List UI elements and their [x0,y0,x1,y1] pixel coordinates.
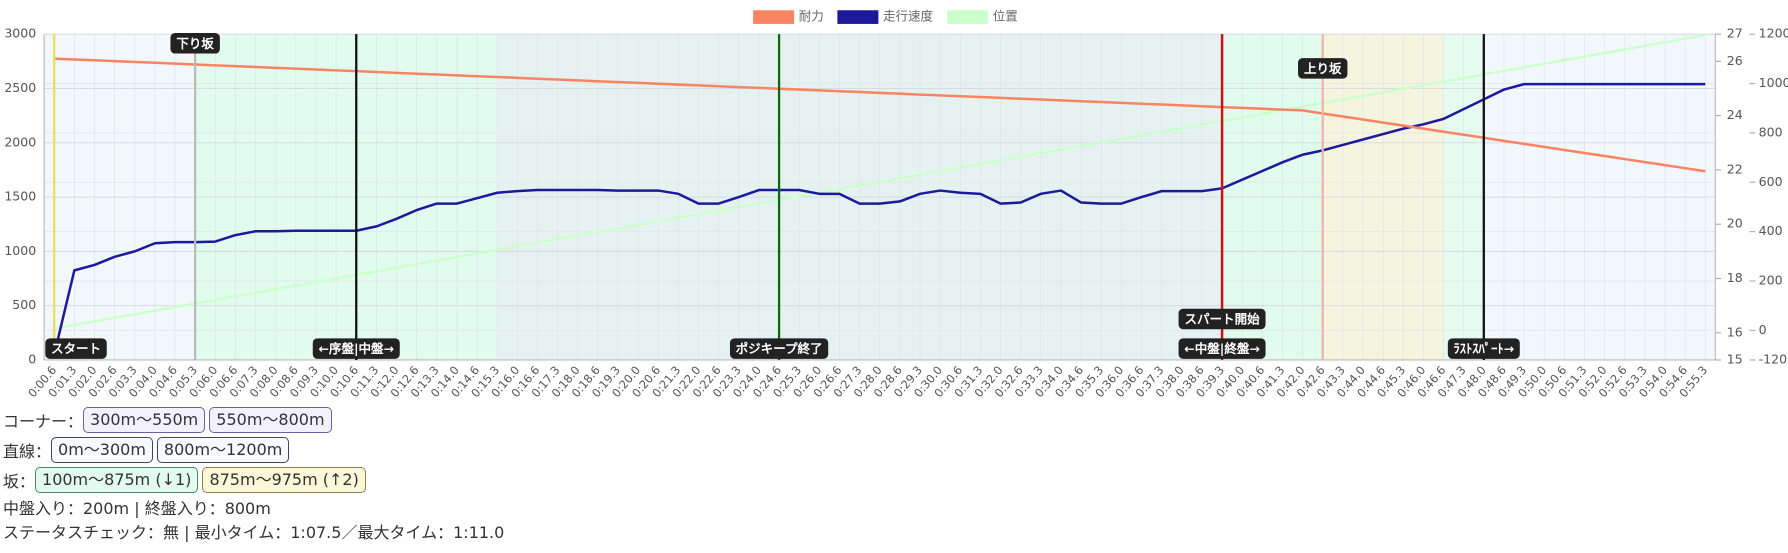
status-row: ステータスチェック：無 | 最小タイム：1:07.5／最大タイム：1:11.0 [3,519,1788,543]
y2-tick-label: 16 [1727,324,1743,339]
y-tick-label: 2500 [4,80,36,95]
marker-label-box [1178,308,1266,330]
info-panel: コーナー： 300m〜550m 550m〜800m 直線： 0m〜300m 800m〜1… [0,405,1788,543]
y-tick-label: 500 [12,297,36,312]
marker-label-box [45,338,107,359]
legend-swatch [753,10,795,24]
y2-tick-label: 18 [1727,270,1743,285]
y-tick-label: 1000 [4,243,36,258]
straight-badge: 800m〜1200m [156,437,290,463]
y3-tick-label: 1200 [1759,26,1788,41]
y-tick-label: 0 [28,351,36,366]
phase-row: 中盤入り：200m | 終盤入り：800m [3,495,1788,519]
legend-item: 耐力 [753,9,824,24]
marker-label-text: スタート [51,341,101,356]
marker-label: スタート [45,338,107,359]
marker-label-text: スパート開始 [1185,312,1261,327]
legend-swatch [837,10,879,24]
marker-label-text: ﾗｽﾄｽﾊﾟｰﾄ→ [1454,341,1515,356]
marker-label-box [729,338,829,359]
marker-label-text: ←序盤|中盤→ [318,341,394,357]
y2-tick-label: 20 [1727,216,1743,231]
marker-label-text: 下り坂 [176,36,214,51]
y3-tick-label: 800 [1759,124,1783,139]
corner-badge: 300m〜550m [83,407,206,433]
slope-row: 坂： 100m〜875m (↓1) 875m〜975m (↑2) [3,465,1788,495]
series-line [54,57,1706,173]
straight-label: 直線： [3,442,52,461]
series-line [53,33,1706,330]
series-line [53,82,1706,355]
marker-label-text: 上り坂 [1304,61,1342,76]
marker-label: ﾗｽﾄｽﾊﾟｰﾄ→ [1447,338,1520,359]
corner-badge: 550m〜800m [209,407,332,433]
marker-label-text: ←中盤|終盤→ [1184,341,1260,357]
y-tick-label: 1500 [4,189,36,204]
marker-label-box [170,33,220,54]
legend-label: 耐力 [799,9,824,24]
marker-label-text: ポジキープ終了 [736,341,823,356]
legend-item: 位置 [947,9,1018,24]
marker-label-box [312,338,400,359]
marker-label-box [1447,338,1520,359]
y3-tick-label: 0 [1759,322,1767,337]
legend-label: 走行速度 [883,9,934,24]
phase-text: 中盤入り：200m | 終盤入り：800m [3,499,271,518]
legend-label: 位置 [993,9,1018,24]
legend-item: 走行速度 [837,9,934,24]
straight-badge: 0m〜300m [51,437,153,463]
y3-tick-label: 1000 [1759,75,1788,90]
marker-label: ←序盤|中盤→ [312,338,400,359]
y3-tick-label: 200 [1759,273,1783,288]
slope-badge: 100m〜875m (↓1) [35,467,199,493]
marker-label: 上り坂 [1298,58,1348,79]
y3-tick-label: 600 [1759,174,1783,189]
y3-tick-label: 400 [1759,223,1783,238]
y2-tick-label: 27 [1727,26,1743,41]
slope-label: 坂： [3,472,36,491]
straight-row: 直線： 0m〜300m 800m〜1200m [3,435,1788,465]
y2-tick-label: 24 [1727,107,1743,122]
marker-label: ←中盤|終盤→ [1178,338,1266,359]
y3-tick-label: -120 [1759,351,1787,366]
marker-label: ポジキープ終了 [729,338,829,359]
marker-label-box [1298,58,1348,79]
y2-tick-label: 15 [1727,351,1743,366]
y-tick-label: 2000 [4,134,36,149]
y-tick-label: 3000 [4,26,36,41]
slope-badge: 875m〜975m (↑2) [202,467,366,493]
y2-tick-label: 26 [1727,53,1743,68]
legend-swatch [947,10,989,24]
corner-row: コーナー： 300m〜550m 550m〜800m [3,405,1788,435]
marker-label: 下り坂 [170,33,220,54]
corner-label: コーナー： [3,412,84,431]
chart: 0500100015002000250030001516182022242627… [4,9,1788,400]
status-text: ステータスチェック：無 | 最小タイム：1:07.5／最大タイム：1:11.0 [3,523,505,542]
y2-tick-label: 22 [1727,161,1743,176]
marker-label-box [1178,338,1266,359]
marker-label: スパート開始 [1178,308,1266,330]
